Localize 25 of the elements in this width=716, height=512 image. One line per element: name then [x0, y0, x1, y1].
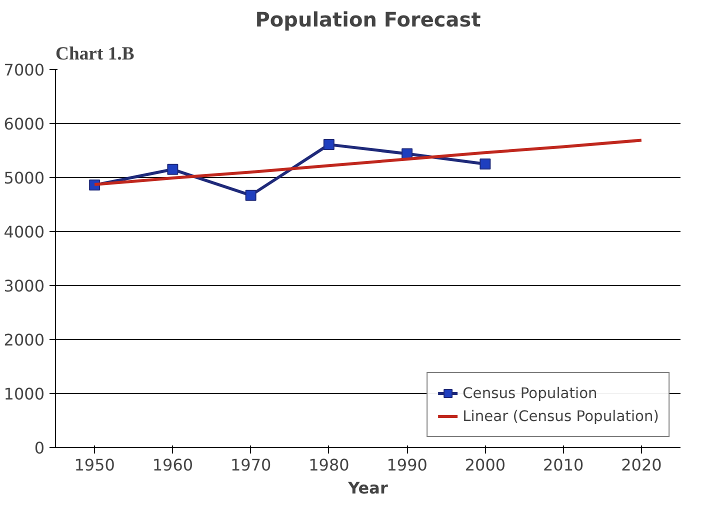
x-tick-label: 2020 [621, 456, 662, 474]
x-tick-label: 1980 [308, 456, 350, 474]
x-tick-label: 2000 [464, 456, 506, 474]
y-tick-label: 2000 [4, 330, 44, 350]
point [167, 164, 178, 175]
x-tick-label: 2010 [542, 456, 584, 474]
y-tick-label: 6000 [4, 114, 44, 134]
point [323, 139, 334, 150]
legend-label: Linear (Census Population) [462, 408, 659, 424]
x-tick-label: 1950 [74, 456, 115, 474]
point [480, 158, 491, 170]
point [245, 190, 256, 201]
x-tick-label: 1990 [386, 456, 428, 474]
legend-label: Census Population [462, 384, 598, 402]
y-tick-label: 0 [34, 438, 45, 458]
caption: Chart 1.B [56, 44, 134, 64]
y-tick-label: 7000 [4, 60, 44, 80]
x-axis-title: Year [347, 478, 388, 498]
y-tick-label: 1000 [4, 384, 44, 404]
chart-title: Population Forecast [255, 8, 482, 32]
y-tick-label: 4000 [4, 222, 44, 242]
y-tick-label: 5000 [4, 168, 44, 188]
x-tick-label: 1970 [230, 456, 272, 474]
x-tick-label: 1960 [152, 456, 194, 474]
y-tick-label: 3000 [4, 276, 44, 296]
